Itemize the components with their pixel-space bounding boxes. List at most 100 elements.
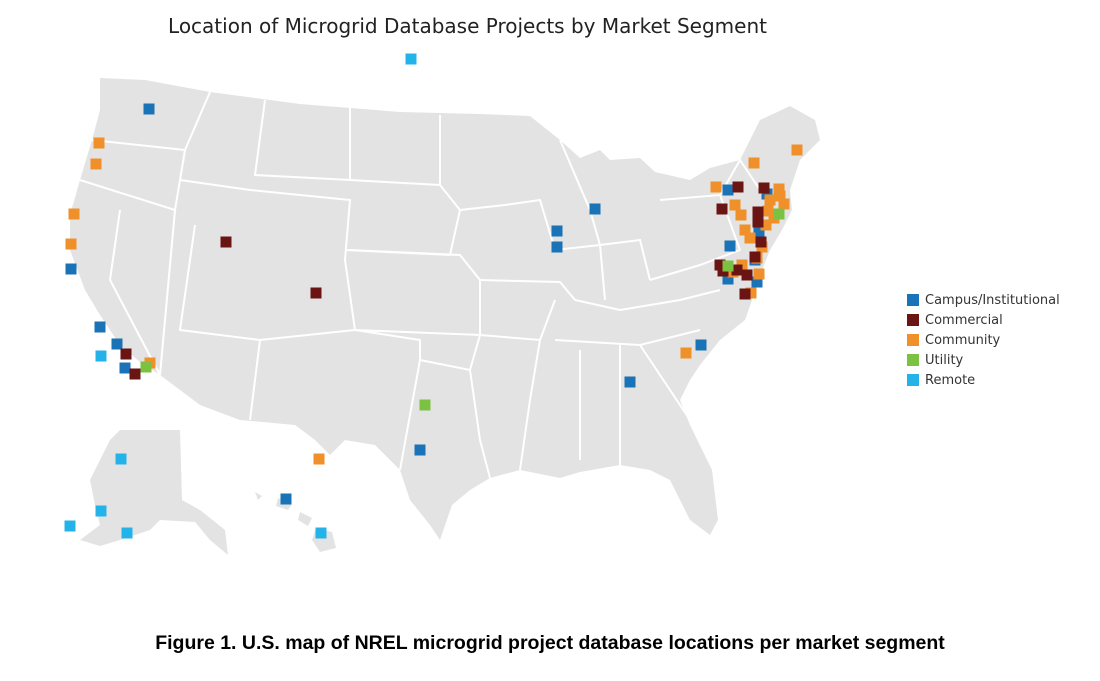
marker-campus (414, 444, 426, 456)
marker-commercial (732, 181, 744, 193)
alaska-landmass (80, 430, 228, 555)
marker-community (745, 287, 757, 299)
legend: Campus/Institutional Commercial Communit… (907, 290, 1060, 390)
marker-community (744, 232, 756, 244)
marker-community (760, 219, 772, 231)
marker-remote (121, 527, 133, 539)
border-line (79, 179, 177, 376)
marker-campus (722, 184, 734, 196)
marker-campus (119, 362, 131, 374)
marker-remote (315, 527, 327, 539)
marker-community (735, 209, 747, 221)
hawaii-landmass (255, 492, 336, 552)
marker-community (773, 183, 785, 195)
marker-campus (589, 203, 601, 215)
marker-campus (761, 188, 773, 200)
marker-commercial (716, 203, 728, 215)
marker-community (680, 347, 692, 359)
project-markers (64, 53, 803, 539)
marker-campus (551, 241, 563, 253)
marker-remote (95, 350, 107, 362)
marker-commercial (758, 182, 770, 194)
border-line (469, 369, 491, 479)
marker-community (791, 144, 803, 156)
marker-campus (751, 276, 763, 288)
marker-community (710, 181, 722, 193)
marker-commercial (714, 259, 726, 271)
marker-campus (143, 103, 155, 115)
legend-item-community: Community (907, 330, 1060, 350)
border-line (599, 244, 606, 301)
marker-campus (551, 225, 563, 237)
border-line (479, 279, 576, 301)
border-line (639, 344, 691, 421)
marker-community (778, 198, 790, 210)
marker-commercial (752, 216, 764, 228)
marker-utility (722, 260, 734, 272)
border-line (399, 359, 421, 471)
legend-label-community: Community (925, 332, 1001, 348)
legend-item-campus: Campus/Institutional (907, 290, 1060, 310)
legend-swatch-utility (907, 354, 919, 366)
marker-commercial (310, 287, 322, 299)
legend-swatch-community (907, 334, 919, 346)
marker-remote (64, 520, 76, 532)
marker-community (68, 208, 80, 220)
marker-community (729, 199, 741, 211)
contiguous-us-landmass (70, 78, 820, 540)
marker-community (313, 453, 325, 465)
marker-campus (724, 240, 736, 252)
legend-swatch-campus (907, 294, 919, 306)
legend-label-utility: Utility (925, 352, 964, 368)
legend-swatch-commercial (907, 314, 919, 326)
marker-campus (753, 227, 765, 239)
marker-commercial (755, 236, 767, 248)
marker-campus (722, 273, 734, 285)
marker-community (93, 137, 105, 149)
marker-commercial (739, 288, 751, 300)
border-line (253, 99, 351, 182)
marker-commercial (731, 264, 743, 276)
marker-utility (419, 399, 431, 411)
legend-item-commercial: Commercial (907, 310, 1060, 330)
marker-campus (111, 338, 123, 350)
marker-campus (624, 376, 636, 388)
border-line (249, 189, 357, 341)
legend-item-remote: Remote (907, 370, 1060, 390)
legend-label-commercial: Commercial (925, 312, 1003, 328)
border-line (519, 339, 541, 471)
map-title: Location of Microgrid Database Projects … (168, 14, 767, 38)
marker-campus (280, 493, 292, 505)
legend-item-utility: Utility (907, 350, 1060, 370)
marker-community (65, 238, 77, 250)
border-line (574, 289, 721, 312)
marker-community (748, 157, 760, 169)
legend-label-remote: Remote (925, 372, 976, 388)
border-line (554, 238, 651, 281)
marker-commercial (129, 368, 141, 380)
marker-community (774, 190, 786, 202)
marker-campus (695, 339, 707, 351)
marker-remote (405, 53, 417, 65)
marker-commercial (752, 206, 764, 218)
legend-swatch-remote (907, 374, 919, 386)
legend-label-campus: Campus/Institutional (925, 292, 1060, 308)
marker-commercial (749, 251, 761, 263)
marker-community (764, 194, 776, 206)
border-line (108, 209, 161, 376)
state-borders (79, 91, 761, 479)
marker-commercial (220, 236, 232, 248)
marker-community (739, 224, 751, 236)
border-line (459, 198, 556, 251)
marker-commercial (120, 348, 132, 360)
border-line (719, 158, 761, 196)
marker-community (762, 205, 774, 217)
marker-campus (65, 263, 77, 275)
marker-remote (95, 505, 107, 517)
marker-commercial (741, 269, 753, 281)
figure-caption: Figure 1. U.S. map of NREL microgrid pro… (155, 632, 945, 654)
marker-community (753, 268, 765, 280)
border-line (174, 91, 211, 211)
border-line (649, 249, 741, 281)
